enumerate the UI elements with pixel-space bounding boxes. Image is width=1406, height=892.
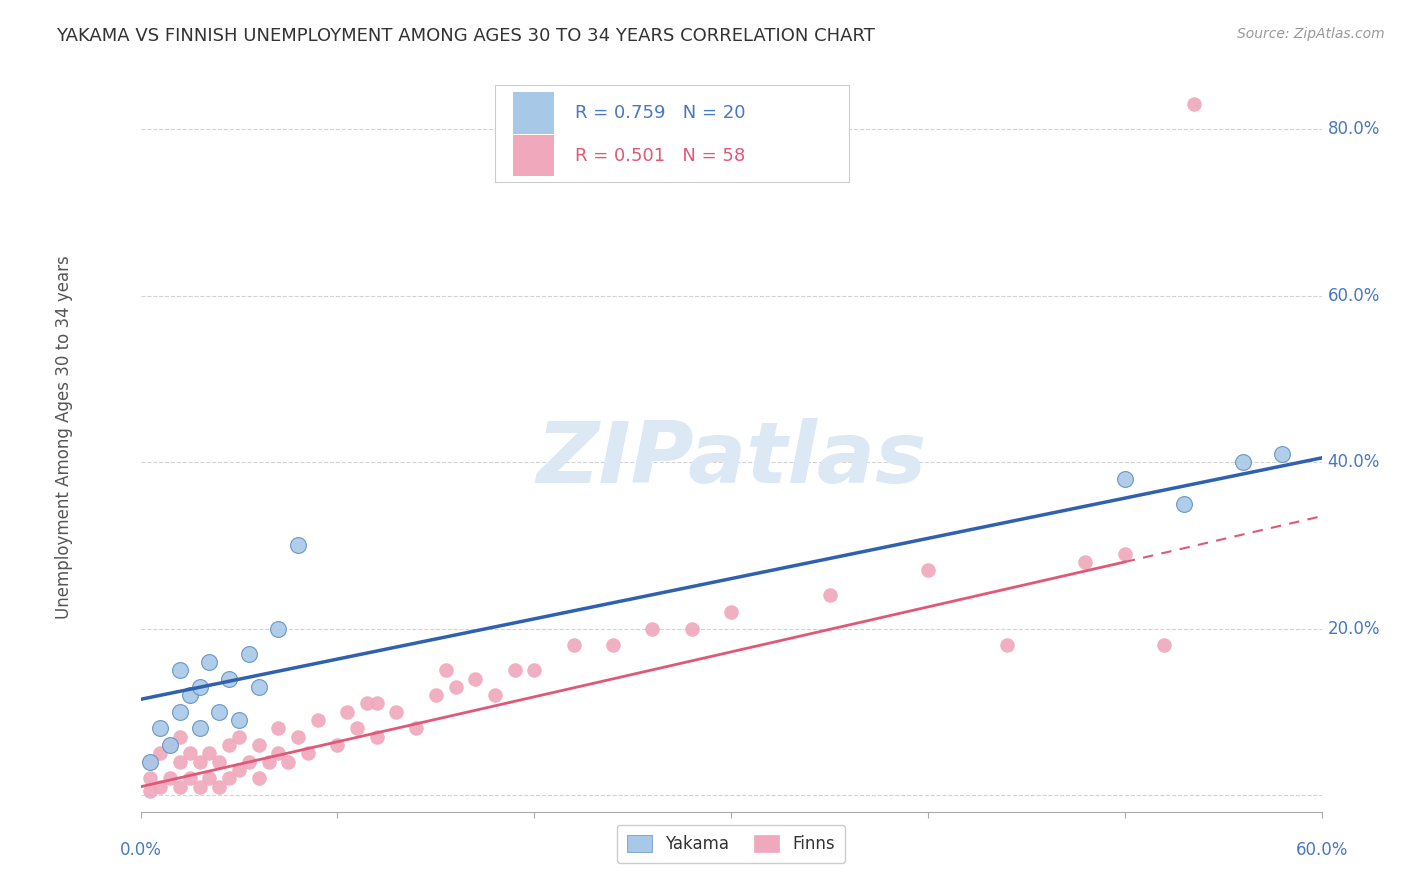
Point — [1271, 447, 1294, 461]
Point — [326, 738, 349, 752]
Point — [188, 722, 211, 736]
Point — [179, 747, 201, 761]
Point — [385, 705, 408, 719]
Point — [247, 680, 270, 694]
Text: ZIPatlas: ZIPatlas — [536, 418, 927, 501]
Point — [366, 730, 388, 744]
Point — [1232, 455, 1254, 469]
Point — [818, 588, 841, 602]
Point — [139, 755, 162, 769]
Point — [257, 755, 280, 769]
Point — [188, 755, 211, 769]
Point — [720, 605, 742, 619]
Point — [149, 722, 172, 736]
Point — [641, 622, 664, 636]
Point — [208, 705, 231, 719]
Point — [139, 755, 162, 769]
Point — [169, 730, 191, 744]
Point — [277, 755, 299, 769]
Point — [1114, 472, 1136, 486]
Point — [179, 772, 201, 786]
Point — [366, 697, 388, 711]
Point — [188, 780, 211, 794]
Point — [228, 730, 250, 744]
Point — [198, 772, 221, 786]
Point — [208, 780, 231, 794]
Point — [139, 784, 162, 798]
Text: 0.0%: 0.0% — [120, 841, 162, 859]
Point — [159, 738, 181, 752]
Text: 20.0%: 20.0% — [1327, 620, 1381, 638]
Point — [169, 755, 191, 769]
Text: R = 0.759   N = 20: R = 0.759 N = 20 — [575, 104, 745, 122]
Point — [1182, 97, 1205, 112]
Point — [247, 738, 270, 752]
Point — [267, 747, 290, 761]
Text: 60.0%: 60.0% — [1327, 286, 1379, 304]
Point — [159, 738, 181, 752]
Point — [218, 738, 240, 752]
Point — [287, 538, 309, 552]
Point — [208, 755, 231, 769]
Text: 40.0%: 40.0% — [1327, 453, 1379, 471]
Text: 80.0%: 80.0% — [1327, 120, 1379, 138]
Point — [297, 747, 319, 761]
Point — [198, 747, 221, 761]
Point — [434, 663, 457, 677]
FancyBboxPatch shape — [495, 85, 849, 182]
Point — [198, 655, 221, 669]
Point — [169, 705, 191, 719]
Point — [1074, 555, 1097, 569]
Point — [346, 722, 368, 736]
Point — [228, 713, 250, 727]
Point — [503, 663, 526, 677]
Text: YAKAMA VS FINNISH UNEMPLOYMENT AMONG AGES 30 TO 34 YEARS CORRELATION CHART: YAKAMA VS FINNISH UNEMPLOYMENT AMONG AGE… — [56, 27, 875, 45]
Point — [228, 763, 250, 777]
FancyBboxPatch shape — [513, 93, 554, 134]
Point — [425, 688, 447, 702]
Point — [356, 697, 378, 711]
Point — [218, 672, 240, 686]
Text: R = 0.501   N = 58: R = 0.501 N = 58 — [575, 147, 745, 165]
Point — [149, 747, 172, 761]
Point — [179, 688, 201, 702]
Point — [267, 722, 290, 736]
Point — [238, 755, 260, 769]
Legend: Yakama, Finns: Yakama, Finns — [617, 825, 845, 863]
Point — [247, 772, 270, 786]
Point — [681, 622, 703, 636]
Point — [159, 772, 181, 786]
Point — [336, 705, 359, 719]
Point — [523, 663, 546, 677]
Point — [444, 680, 467, 694]
Point — [169, 663, 191, 677]
Point — [139, 772, 162, 786]
FancyBboxPatch shape — [513, 135, 554, 177]
Point — [1114, 547, 1136, 561]
Point — [1153, 638, 1175, 652]
Point — [917, 563, 939, 577]
Point — [267, 622, 290, 636]
Point — [169, 780, 191, 794]
Point — [238, 647, 260, 661]
Point — [287, 730, 309, 744]
Text: 60.0%: 60.0% — [1295, 841, 1348, 859]
Point — [188, 680, 211, 694]
Point — [995, 638, 1018, 652]
Point — [464, 672, 486, 686]
Point — [1173, 497, 1195, 511]
Point — [484, 688, 506, 702]
Text: Source: ZipAtlas.com: Source: ZipAtlas.com — [1237, 27, 1385, 41]
Point — [307, 713, 329, 727]
Point — [218, 772, 240, 786]
Point — [562, 638, 585, 652]
Point — [405, 722, 427, 736]
Text: Unemployment Among Ages 30 to 34 years: Unemployment Among Ages 30 to 34 years — [55, 255, 73, 619]
Point — [602, 638, 624, 652]
Point — [149, 780, 172, 794]
